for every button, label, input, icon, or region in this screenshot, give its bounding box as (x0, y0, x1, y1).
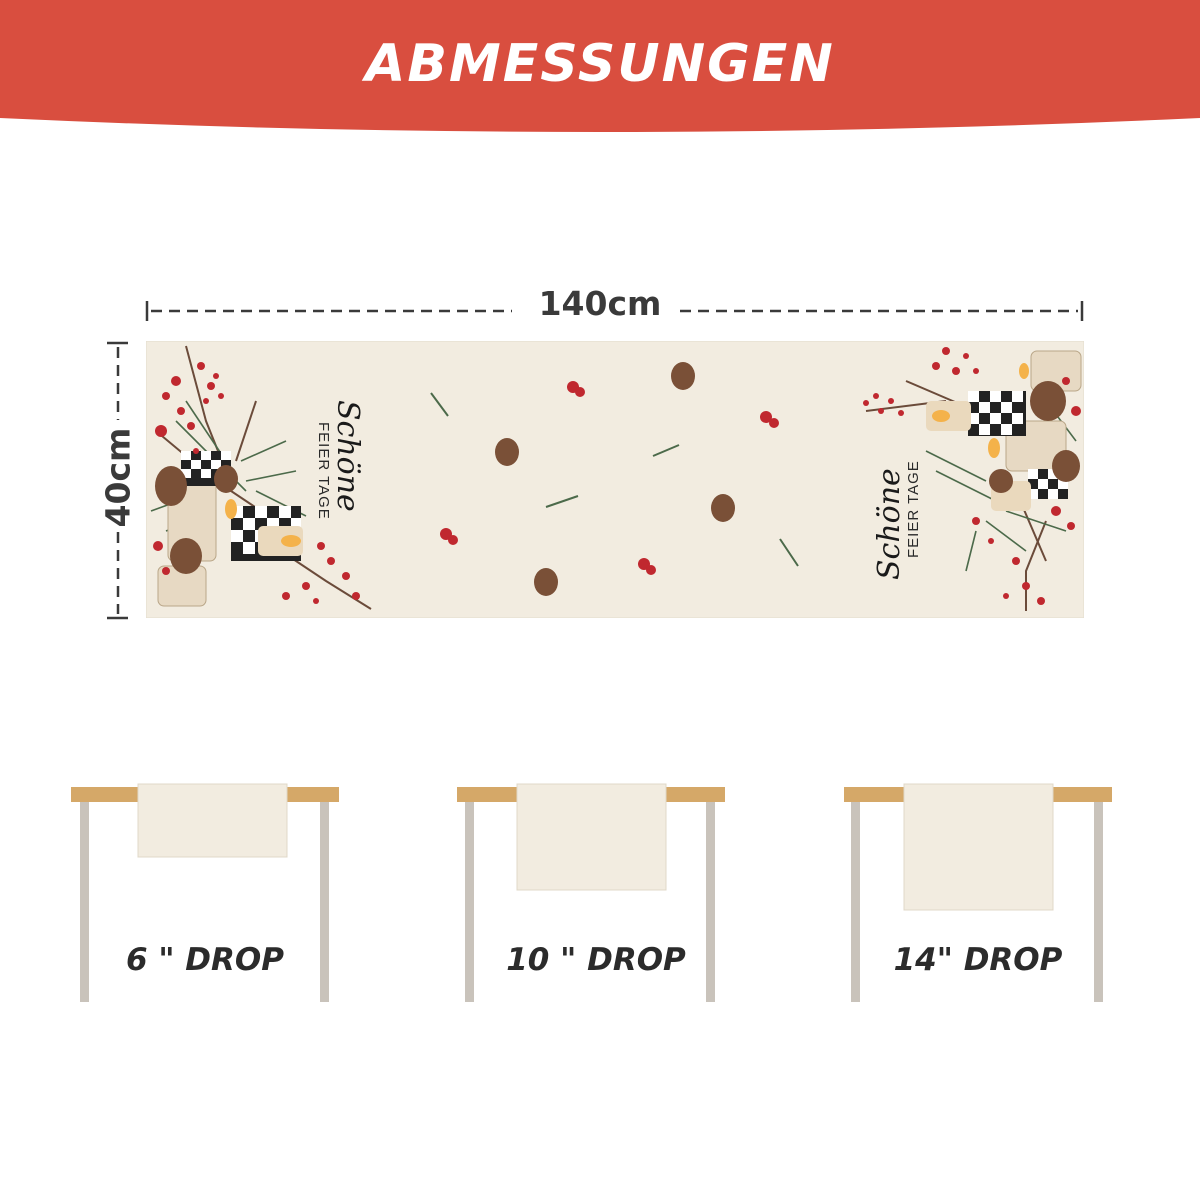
right-floral-decoration (863, 347, 1082, 611)
runner-greeting-right: Schöne FEIER TAGE (872, 460, 922, 580)
height-dimension-label: 40cm (98, 427, 138, 528)
dimension-lines (107, 301, 1084, 620)
left-floral-decoration (150, 345, 372, 610)
greeting-script-text: Schöne (872, 468, 907, 580)
drop-illustrations (71, 783, 1112, 1002)
table-drop-6-inch (71, 783, 339, 1002)
drop-6-caption: 6 " DROP (126, 942, 284, 978)
page-title: ABMESSUNGEN (365, 34, 835, 94)
scattered-pinecones (495, 362, 735, 596)
width-dimension-label: 140cm (538, 284, 662, 323)
greeting-caps-text: FEIER TAGE (905, 460, 922, 558)
scattered-berries (440, 381, 779, 575)
table-drop-10-inch (457, 783, 725, 1002)
table-runner-image (146, 341, 1084, 618)
drop-10-caption: 10 " DROP (506, 942, 686, 978)
table-drop-14-inch (844, 783, 1112, 1002)
runner-greeting-left: Schöne FEIER TAGE (315, 400, 365, 520)
drop-14-caption: 14" DROP (893, 942, 1063, 978)
greeting-script-text: Schöne (330, 400, 365, 512)
scattered-pine-sprigs (430, 392, 799, 567)
header-banner (0, 0, 1200, 132)
